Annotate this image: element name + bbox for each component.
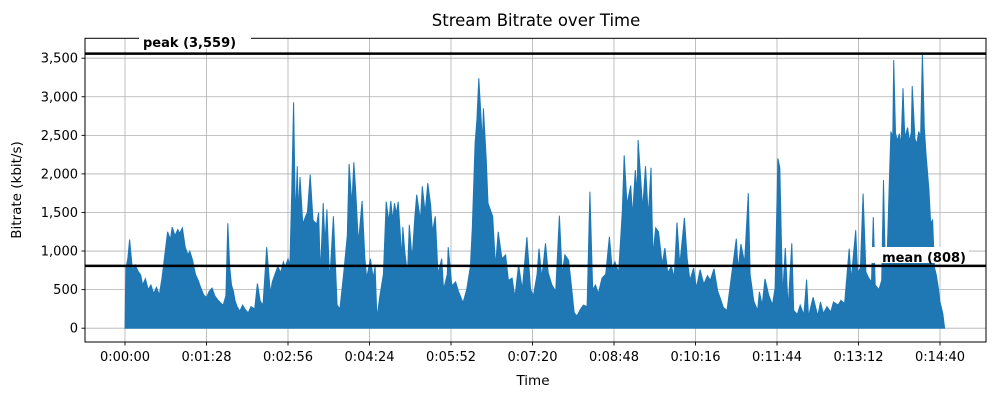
y-tick-label: 2,000	[41, 167, 78, 182]
bitrate-area-path	[124, 53, 946, 329]
x-tick-label: 0:00:00	[100, 350, 150, 365]
y-tick-label: 0	[70, 322, 78, 337]
y-tick-label: 3,000	[41, 90, 78, 105]
y-tick-label: 1,500	[41, 206, 78, 221]
y-tick-label: 2,500	[41, 129, 78, 144]
x-axis-label: Time	[515, 373, 549, 389]
bitrate-area-series	[124, 53, 946, 329]
x-tick-label: 0:11:44	[752, 350, 802, 365]
y-tick-label: 1,000	[41, 245, 78, 260]
axis-tick-labels: 0:00:00 0:01:28 0:02:56 0:04:24 0:05:52 0:07:…	[41, 52, 965, 365]
plot-frame	[84, 37, 987, 343]
x-tick-label: 0:02:56	[263, 350, 313, 365]
mean-label-background	[867, 247, 969, 263]
y-tick-label: 500	[53, 283, 78, 298]
axis-tick-marks	[81, 57, 941, 346]
x-tick-label: 0:10:16	[670, 350, 720, 365]
x-tick-label: 0:14:40	[915, 350, 965, 365]
annotation-lines	[85, 52, 986, 268]
peak-label: peak (3,559)	[143, 36, 236, 51]
chart-title: Stream Bitrate over Time	[432, 11, 641, 30]
peak-label-background	[139, 33, 251, 49]
y-axis-label: Bitrate (kbit/s)	[9, 141, 25, 239]
x-tick-label: 0:07:20	[507, 350, 557, 365]
x-tick-label: 0:05:52	[426, 350, 476, 365]
x-tick-label: 0:01:28	[181, 350, 231, 365]
x-tick-label: 0:08:48	[589, 350, 639, 365]
y-tick-label: 3,500	[41, 52, 78, 67]
x-tick-label: 0:04:24	[344, 350, 394, 365]
x-tick-label: 0:13:12	[833, 350, 883, 365]
mean-label: mean (808)	[882, 251, 966, 266]
